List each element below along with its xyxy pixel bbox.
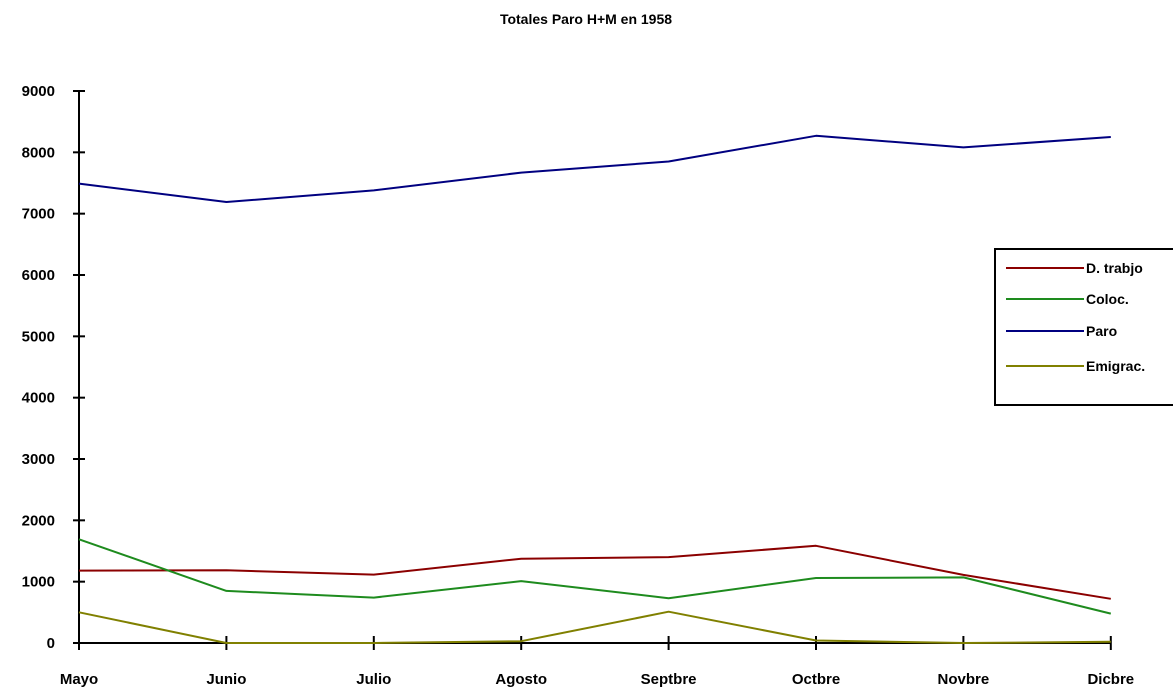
series-lines bbox=[78, 134, 1112, 644]
x-tick-label: Septbre bbox=[641, 671, 697, 688]
x-tick-label: Julio bbox=[356, 671, 391, 688]
x-tick-label: Junio bbox=[206, 671, 246, 688]
axes: 0 1000 2000 3000 4000 5000 6000 7000 8000 9000 May… bbox=[22, 83, 1135, 688]
x-tick-label: Agosto bbox=[495, 671, 547, 688]
series-line-d-trabjo bbox=[78, 544, 1111, 600]
x-tick-label: Mayo bbox=[60, 671, 98, 688]
legend-label: D. trabjo bbox=[1086, 260, 1143, 276]
y-tick-label: 1000 bbox=[22, 574, 55, 591]
y-tick-label: 3000 bbox=[22, 451, 55, 468]
series-line-paro bbox=[78, 134, 1111, 203]
chart-title: Totales Paro H+M en 1958 bbox=[500, 11, 672, 27]
legend-label: Emigrac. bbox=[1086, 358, 1145, 374]
y-tick-label: 9000 bbox=[22, 83, 55, 100]
legend: D. trabjo Coloc. Paro Emigrac. bbox=[994, 248, 1173, 406]
y-tick-label: 4000 bbox=[22, 390, 55, 407]
y-tick-label: 6000 bbox=[22, 267, 55, 284]
y-tick-label: 5000 bbox=[22, 328, 55, 345]
x-tick-label: Novbre bbox=[938, 671, 990, 688]
legend-label: Coloc. bbox=[1086, 291, 1129, 307]
y-tick-label: 8000 bbox=[22, 144, 55, 161]
series-line-coloc bbox=[78, 538, 1112, 615]
y-tick-label: 2000 bbox=[22, 512, 55, 529]
legend-label: Paro bbox=[1086, 323, 1117, 339]
x-tick-label: Dicbre bbox=[1087, 671, 1134, 688]
y-tick-label: 7000 bbox=[22, 206, 55, 223]
series-line-emigrac bbox=[78, 610, 1111, 644]
legend-box bbox=[994, 248, 1173, 406]
y-tick-label: 0 bbox=[47, 635, 55, 652]
x-tick-label: Octbre bbox=[792, 671, 840, 688]
